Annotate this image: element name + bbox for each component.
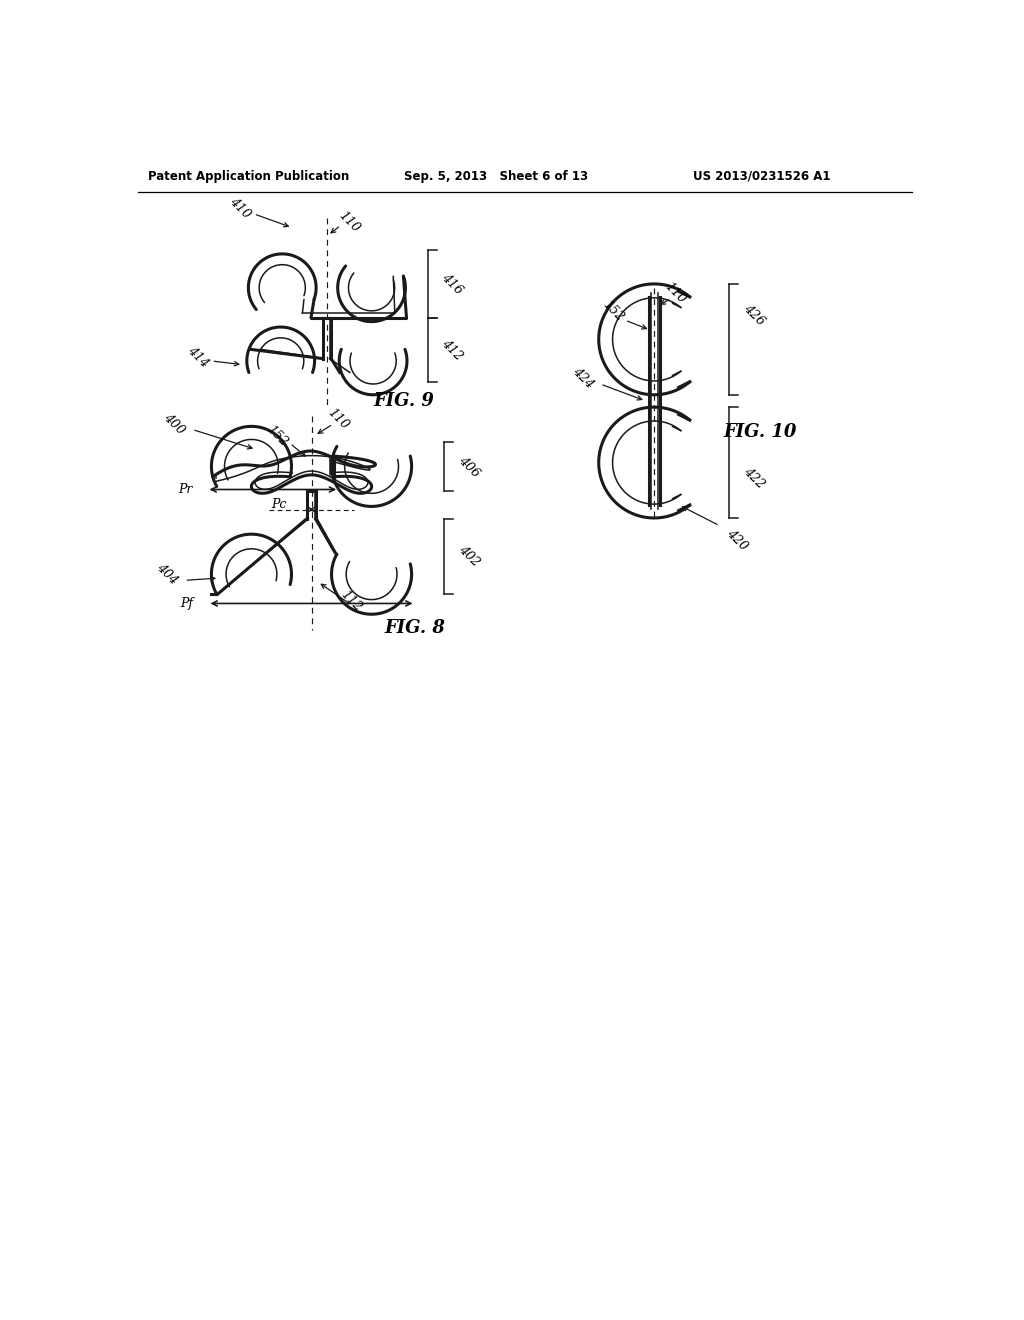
Text: 422: 422	[741, 465, 767, 491]
Text: 406: 406	[457, 454, 482, 479]
Text: Pc: Pc	[271, 499, 287, 511]
Text: 424: 424	[569, 364, 596, 391]
Text: 400: 400	[162, 411, 187, 437]
Text: FIG. 9: FIG. 9	[373, 392, 434, 411]
Text: 152: 152	[600, 298, 627, 323]
Text: 152: 152	[264, 422, 290, 449]
Text: Sep. 5, 2013   Sheet 6 of 13: Sep. 5, 2013 Sheet 6 of 13	[403, 169, 588, 182]
Text: Pr: Pr	[178, 483, 193, 496]
Text: 404: 404	[154, 561, 180, 587]
Text: FIG. 8: FIG. 8	[385, 619, 445, 638]
Text: 412: 412	[439, 337, 466, 363]
Text: 414: 414	[184, 345, 211, 370]
Text: Patent Application Publication: Patent Application Publication	[147, 169, 349, 182]
Text: 110: 110	[326, 405, 351, 432]
Text: 402: 402	[457, 544, 482, 569]
Text: 420: 420	[724, 527, 750, 553]
Text: 110: 110	[662, 280, 688, 306]
Text: 426: 426	[741, 302, 767, 327]
Text: FIG. 10: FIG. 10	[724, 422, 797, 441]
Text: 416: 416	[439, 271, 466, 297]
Text: 112: 112	[339, 589, 365, 614]
Text: 110: 110	[336, 209, 362, 235]
Text: Pf: Pf	[180, 597, 194, 610]
Text: US 2013/0231526 A1: US 2013/0231526 A1	[692, 169, 830, 182]
Text: 410: 410	[226, 195, 253, 222]
